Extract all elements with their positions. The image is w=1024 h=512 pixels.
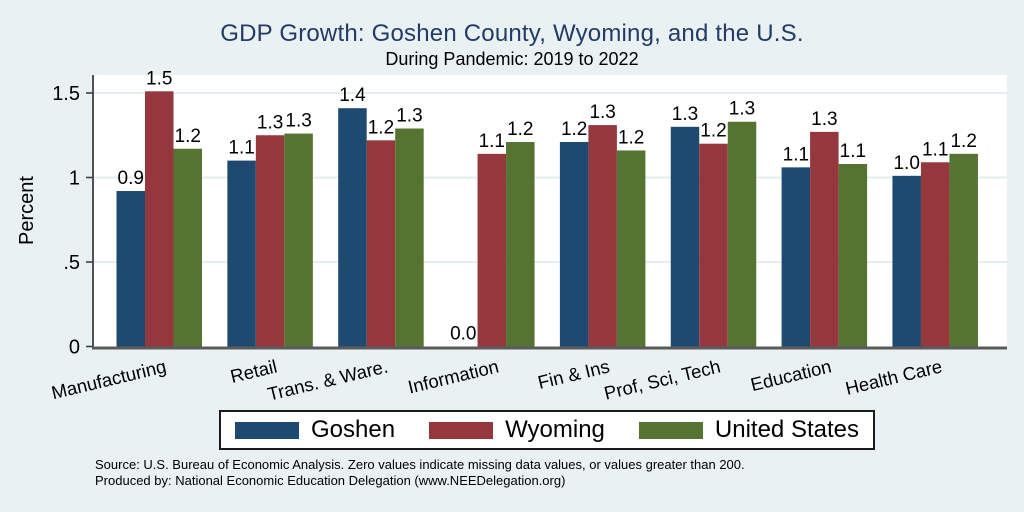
- x-category-label: Health Care: [843, 355, 944, 398]
- bar-value-label: 0.9: [118, 168, 144, 189]
- chart-title: GDP Growth: Goshen County, Wyoming, and …: [220, 20, 804, 47]
- bar-united-states: [727, 121, 757, 347]
- footnotes: Source: U.S. Bureau of Economic Analysis…: [95, 457, 745, 488]
- bar-wyoming: [477, 153, 507, 347]
- x-category-label: Manufacturing: [49, 355, 168, 403]
- bar-value-label: 1.4: [339, 85, 366, 106]
- bar-value-label: 1.3: [729, 99, 755, 120]
- bar-value-label: 1.0: [893, 153, 919, 174]
- bar-value-label: 1.2: [618, 127, 644, 148]
- bar-wyoming: [366, 140, 396, 347]
- bar-value-label: 1.2: [561, 119, 587, 140]
- legend-label-wyoming: Wyoming: [505, 416, 605, 443]
- bar-value-label: 1.3: [811, 109, 837, 130]
- bar-goshen: [338, 108, 367, 347]
- bar-value-label: 1.1: [479, 131, 505, 152]
- x-category-label: Trans. & Ware.: [265, 355, 390, 404]
- legend-item-united-states: United States: [638, 416, 859, 444]
- bar-value-label: 1.2: [700, 121, 726, 142]
- y-tick-label: 1: [69, 168, 80, 190]
- bar-united-states: [506, 142, 535, 347]
- bar-united-states: [284, 133, 313, 347]
- producer-note: Produced by: National Economic Education…: [95, 472, 566, 488]
- source-note: Source: U.S. Bureau of Economic Analysis…: [95, 457, 745, 472]
- bar-value-label: 0.0: [450, 324, 476, 345]
- legend-swatch-wyoming: [429, 421, 494, 439]
- legend-item-wyoming: Wyoming: [429, 416, 605, 444]
- bar-united-states: [173, 148, 202, 347]
- bar-goshen: [559, 142, 589, 347]
- bar-wyoming: [920, 162, 950, 347]
- bar-value-label: 1.2: [368, 117, 394, 138]
- bar-value-label: 1.1: [840, 141, 866, 162]
- x-category-label: Information: [406, 355, 501, 397]
- bar-wyoming: [588, 125, 617, 347]
- x-category-label: Fin & Ins: [536, 355, 612, 392]
- bar-united-states: [838, 163, 868, 347]
- bar-value-label: 1.1: [922, 139, 948, 160]
- bar-value-label: 1.3: [257, 112, 283, 133]
- bar-united-states: [395, 128, 424, 347]
- y-tick-label: .5: [63, 252, 80, 274]
- legend-swatch-united-states: [638, 421, 703, 439]
- bar-wyoming: [145, 91, 174, 347]
- bar-goshen: [227, 160, 256, 347]
- bar-wyoming: [255, 135, 285, 347]
- bar-value-label: 1.2: [507, 119, 533, 140]
- legend: Goshen Wyoming United States: [219, 410, 875, 450]
- bar-goshen: [670, 126, 700, 347]
- bar-goshen: [781, 167, 811, 347]
- bar-wyoming: [699, 143, 728, 347]
- x-category-label: Education: [748, 355, 833, 395]
- y-tick-label: 0: [69, 337, 80, 359]
- bar-value-label: 1.1: [783, 144, 809, 165]
- legend-swatch-goshen: [235, 421, 299, 439]
- legend-label-united-states: United States: [714, 416, 859, 443]
- bar-goshen: [116, 191, 145, 347]
- x-category-label: Prof, Sci, Tech: [602, 355, 723, 403]
- bar-value-label: 1.2: [950, 131, 976, 152]
- bar-value-label: 1.3: [285, 111, 311, 132]
- legend-item-goshen: Goshen: [235, 416, 395, 444]
- bar-value-label: 1.3: [672, 104, 698, 125]
- bar-united-states: [616, 150, 646, 347]
- bar-value-label: 1.3: [396, 105, 422, 126]
- chart-subtitle: During Pandemic: 2019 to 2022: [385, 49, 639, 69]
- bar-value-label: 1.5: [146, 68, 172, 89]
- bar-wyoming: [810, 131, 839, 347]
- bar-value-label: 1.3: [589, 102, 615, 123]
- bar-goshen: [892, 175, 921, 347]
- bar-value-label: 1.2: [175, 126, 201, 147]
- y-tick-label: 1.5: [52, 83, 80, 105]
- bar-united-states: [949, 153, 978, 347]
- bar-value-label: 1.1: [228, 138, 254, 159]
- legend-label-goshen: Goshen: [311, 416, 396, 443]
